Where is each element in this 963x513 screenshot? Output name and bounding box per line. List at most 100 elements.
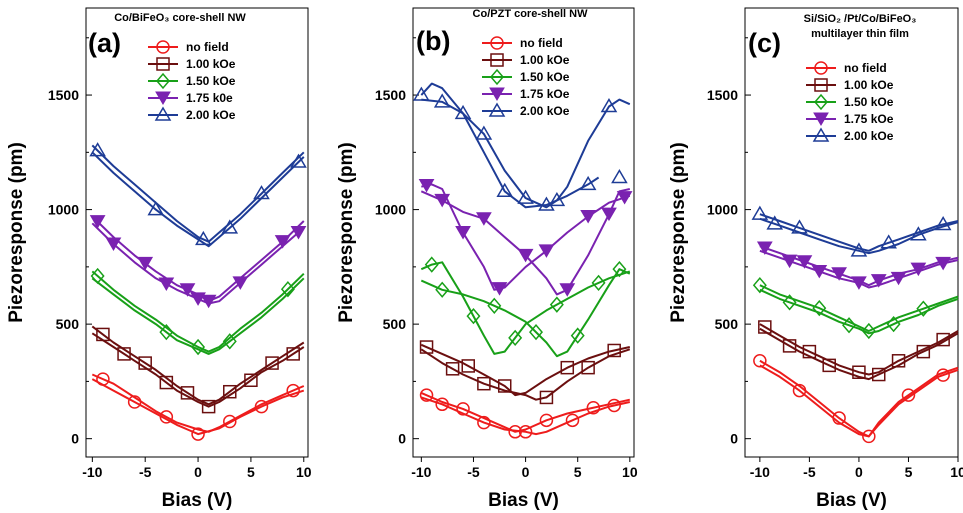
data-point — [607, 398, 621, 413]
data-point — [752, 277, 767, 294]
legend-marker — [814, 78, 828, 92]
data-point — [454, 104, 472, 120]
series-line — [91, 222, 305, 305]
series-line — [420, 261, 631, 355]
legend-marker — [814, 61, 828, 75]
data-point — [455, 226, 471, 240]
data-point — [435, 397, 449, 412]
legend-marker — [488, 102, 506, 117]
data-point — [616, 191, 633, 205]
data-point — [90, 267, 105, 285]
data-point — [560, 360, 575, 375]
series-line — [91, 215, 305, 303]
data-point — [751, 205, 769, 220]
data-point — [89, 142, 106, 157]
series-line — [91, 277, 305, 355]
legend-marker — [156, 72, 170, 90]
x-axis-label: Bias (V) — [816, 490, 887, 511]
data-point — [265, 356, 279, 370]
data-point — [570, 327, 585, 344]
data-point — [580, 209, 597, 224]
data-point — [419, 340, 434, 354]
data-point — [539, 413, 554, 428]
data-point — [822, 358, 836, 373]
y-axis-label: Piezoresponse (pm) — [668, 142, 689, 323]
data-point — [290, 153, 307, 168]
legend-marker — [490, 53, 504, 67]
data-point — [916, 344, 931, 359]
x-tick-label: -5 — [803, 464, 816, 480]
legend: no field 1.00 kOe 1.50 kOe 1.75 kOe 2.00 kOe — [482, 36, 570, 118]
data-point — [758, 320, 772, 334]
data-point — [491, 282, 508, 296]
data-point — [600, 98, 618, 113]
chart-title: Si/SiO₂ /Pt/Co/BiFeO₃ — [804, 13, 917, 25]
x-axis-label: Bias (V) — [488, 490, 559, 511]
legend-marker — [155, 91, 171, 105]
series-line — [91, 373, 305, 433]
series-line — [420, 268, 631, 358]
series-line — [420, 343, 631, 397]
data-point — [200, 294, 217, 309]
x-tick-label: 0 — [855, 464, 863, 480]
data-point — [461, 359, 475, 373]
data-point — [565, 413, 580, 428]
x-tick-label: 5 — [247, 464, 255, 480]
data-point — [487, 297, 502, 314]
data-point — [223, 414, 237, 429]
x-tick-label: 10 — [950, 464, 963, 480]
plot-frame — [412, 7, 635, 458]
data-point — [538, 244, 555, 258]
data-point — [195, 230, 212, 246]
series-2 — [91, 325, 305, 414]
series-line — [420, 348, 631, 401]
series-3 — [420, 256, 631, 358]
data-point — [871, 367, 886, 382]
x-tick-label: 5 — [574, 464, 582, 480]
plot-frame — [85, 7, 309, 458]
data-point — [286, 347, 300, 361]
legend-marker — [489, 87, 505, 101]
y-axis-label: Piezoresponse (pm) — [6, 142, 27, 323]
data-point — [476, 212, 492, 226]
data-point — [147, 201, 165, 216]
series-4 — [418, 179, 633, 297]
data-point — [496, 182, 514, 198]
data-point — [753, 354, 767, 368]
data-point — [466, 307, 481, 325]
series-4 — [756, 241, 959, 290]
data-point — [517, 189, 534, 204]
data-point — [796, 255, 813, 269]
series-4 — [89, 215, 307, 309]
data-point — [105, 237, 122, 251]
series-3 — [752, 277, 959, 340]
data-point — [581, 360, 595, 375]
panel-label: (c) — [748, 28, 781, 58]
data-point — [180, 386, 195, 400]
x-tick-label: -5 — [139, 464, 152, 480]
data-point — [890, 271, 907, 286]
legend: no field 1.00 kOe 1.50 kOe 1.75 k0e 2.00 kOe — [148, 40, 236, 122]
legend-label: no field — [186, 40, 229, 54]
legend-label: 1.75 kOe — [844, 112, 894, 126]
data-point — [290, 226, 307, 240]
data-point — [475, 125, 493, 140]
x-tick-label: 10 — [296, 464, 312, 480]
data-point — [802, 344, 817, 359]
legend-label: 1.75 k0e — [186, 91, 233, 105]
data-point — [901, 388, 916, 402]
legend-label: no field — [844, 61, 887, 75]
legend-label: 1.00 kOe — [186, 57, 236, 71]
data-point — [782, 294, 797, 311]
data-point — [413, 86, 430, 101]
data-point — [232, 276, 249, 290]
data-point — [756, 241, 773, 255]
data-point — [870, 274, 887, 288]
chart-panel-1: 0 500 1000 1500 -10 -5 0 5 10 Piezoresponse (pm) B… — [6, 7, 312, 511]
data-point — [812, 299, 827, 317]
x-axis-label: Bias (V) — [162, 490, 233, 511]
legend-label: 1.50 kOe — [186, 74, 236, 88]
data-point — [851, 276, 867, 290]
y-tick-label: 1000 — [375, 202, 406, 218]
